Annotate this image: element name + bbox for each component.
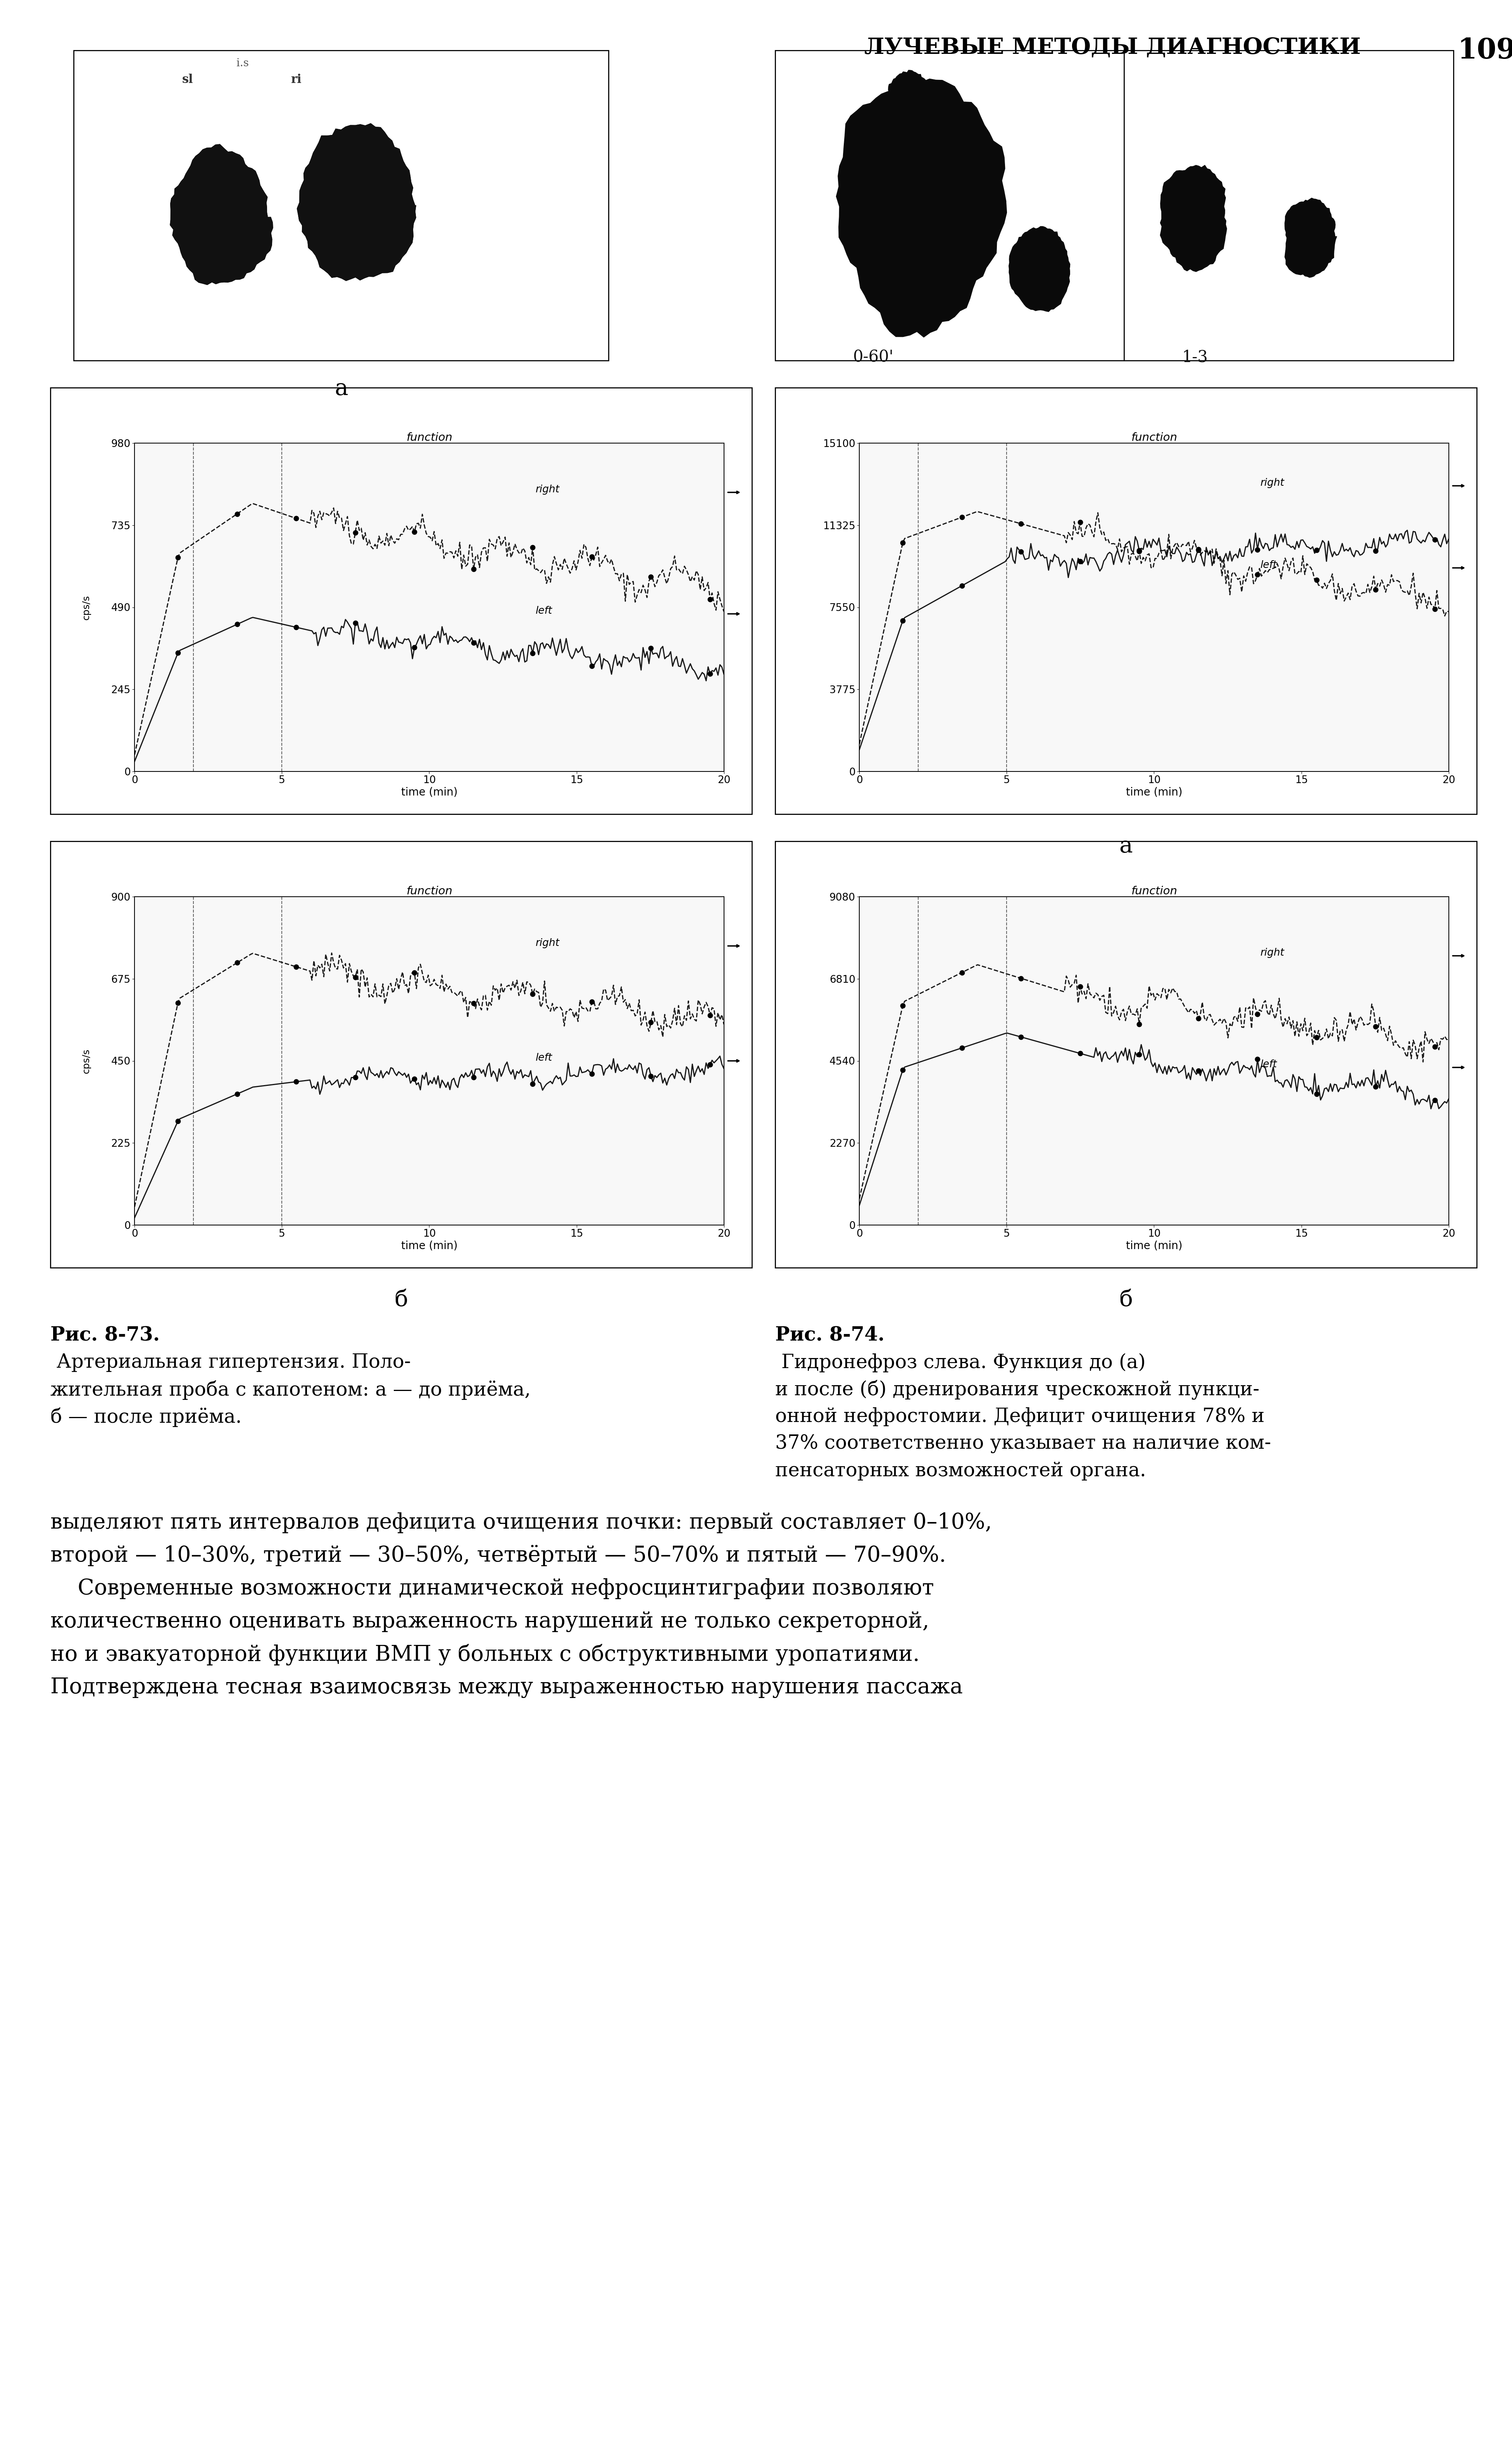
- Title: function: function: [407, 886, 452, 896]
- Text: Подтверждена тесная взаимосвязь между выраженностью нарушения пассажа: Подтверждена тесная взаимосвязь между вы…: [50, 1676, 963, 1698]
- FancyBboxPatch shape: [776, 51, 1453, 360]
- Polygon shape: [1160, 166, 1226, 272]
- Text: left: left: [1259, 1060, 1276, 1069]
- Text: 109: 109: [1458, 37, 1512, 64]
- Text: онной нефростомии. Дефицит очищения 78% и: онной нефростомии. Дефицит очищения 78% …: [776, 1407, 1264, 1427]
- X-axis label: time (min): time (min): [401, 1241, 458, 1250]
- Text: left: left: [1259, 560, 1276, 570]
- FancyBboxPatch shape: [74, 51, 608, 360]
- Polygon shape: [836, 78, 1007, 338]
- Text: ri: ri: [290, 73, 301, 86]
- Text: но и эвакуаторной функции ВМП у больных с обструктивными уропатиями.: но и эвакуаторной функции ВМП у больных …: [50, 1644, 919, 1666]
- Text: б: б: [1119, 1290, 1132, 1312]
- Text: пенсаторных возможностей органа.: пенсаторных возможностей органа.: [776, 1461, 1146, 1480]
- Text: left: left: [535, 1052, 552, 1062]
- Text: Гидронефроз слева. Функция до (а): Гидронефроз слева. Функция до (а): [776, 1353, 1146, 1373]
- FancyBboxPatch shape: [50, 842, 751, 1268]
- Polygon shape: [171, 144, 272, 284]
- Text: ЛУЧЕВЫЕ МЕТОДЫ ДИАГНОСТИКИ: ЛУЧЕВЫЕ МЕТОДЫ ДИАГНОСТИКИ: [865, 37, 1361, 59]
- FancyBboxPatch shape: [776, 387, 1477, 815]
- Title: function: function: [1131, 886, 1178, 896]
- FancyBboxPatch shape: [776, 842, 1477, 1268]
- Text: второй — 10–30%, третий — 30–50%, четвёртый — 50–70% и пятый — 70–90%.: второй — 10–30%, третий — 30–50%, четвёр…: [50, 1544, 947, 1566]
- Text: right: right: [535, 937, 559, 949]
- Polygon shape: [1285, 198, 1337, 277]
- Text: right: right: [1259, 947, 1284, 959]
- Polygon shape: [888, 71, 936, 135]
- Title: function: function: [1131, 433, 1178, 443]
- Title: function: function: [407, 433, 452, 443]
- FancyBboxPatch shape: [50, 387, 751, 815]
- Text: количественно оценивать выраженность нарушений не только секреторной,: количественно оценивать выраженность нар…: [50, 1610, 930, 1632]
- Text: а: а: [334, 377, 348, 399]
- Text: б: б: [395, 1290, 408, 1312]
- X-axis label: time (min): time (min): [1126, 1241, 1182, 1250]
- Text: и после (б) дренирования чрескожной пункци-: и после (б) дренирования чрескожной пунк…: [776, 1380, 1259, 1400]
- Text: 0-60': 0-60': [853, 350, 894, 365]
- Text: sl: sl: [181, 73, 194, 86]
- Text: выделяют пять интервалов дефицита очищения почки: первый составляет 0–10%,: выделяют пять интервалов дефицита очищен…: [50, 1512, 992, 1534]
- Text: 1-3: 1-3: [1182, 350, 1208, 365]
- Polygon shape: [1009, 228, 1070, 311]
- Text: б — после приёма.: б — после приёма.: [50, 1407, 242, 1427]
- X-axis label: time (min): time (min): [401, 785, 458, 798]
- Text: cps/s: cps/s: [82, 595, 91, 619]
- Text: cps/s: cps/s: [82, 1047, 91, 1074]
- Text: Рис. 8-74.: Рис. 8-74.: [776, 1326, 885, 1346]
- Text: 37% соответственно указывает на наличие ком-: 37% соответственно указывает на наличие …: [776, 1434, 1272, 1454]
- Text: Современные возможности динамической нефросцинтиграфии позволяют: Современные возможности динамической неф…: [50, 1578, 934, 1598]
- Text: left: left: [535, 607, 552, 617]
- Text: i.s: i.s: [236, 59, 249, 69]
- Polygon shape: [296, 122, 416, 281]
- Text: а: а: [1119, 834, 1132, 856]
- Text: Артериальная гипертензия. Поло-: Артериальная гипертензия. Поло-: [50, 1353, 411, 1373]
- Text: жительная проба с капотеном: а — до приёма,: жительная проба с капотеном: а — до приё…: [50, 1380, 531, 1400]
- Text: Рис. 8-73.: Рис. 8-73.: [50, 1326, 160, 1346]
- X-axis label: time (min): time (min): [1126, 785, 1182, 798]
- Text: right: right: [535, 485, 559, 494]
- Text: right: right: [1259, 477, 1284, 487]
